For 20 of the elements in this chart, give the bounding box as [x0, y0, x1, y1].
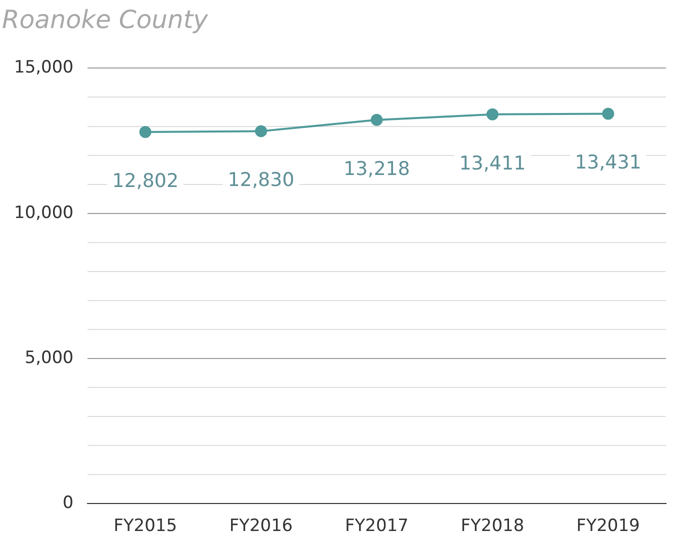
point — [370, 114, 383, 126]
y-tick-label: 5,000 — [24, 348, 74, 368]
x-tick-label: FY2018 — [460, 516, 524, 536]
point — [486, 108, 498, 120]
data-label: 13,411 — [459, 152, 526, 174]
y-tick-label: 15,000 — [14, 58, 74, 78]
x-tick-label: FY2015 — [114, 516, 178, 536]
point — [139, 126, 152, 138]
x-tick-label: FY2019 — [576, 516, 640, 536]
point — [255, 125, 268, 138]
data-label: 13,431 — [574, 152, 642, 174]
y-tick-label: 10,000 — [14, 202, 74, 223]
point — [602, 108, 614, 120]
chart-title: Roanoke County — [1, 4, 209, 36]
y-tick-label: 0 — [62, 493, 74, 514]
data-label: 13,218 — [344, 158, 410, 180]
x-tick-label: FY2016 — [229, 516, 293, 536]
data-label: 12,802 — [112, 170, 179, 192]
data-label: 12,830 — [228, 169, 294, 192]
x-tick-label: FY2017 — [345, 516, 408, 536]
